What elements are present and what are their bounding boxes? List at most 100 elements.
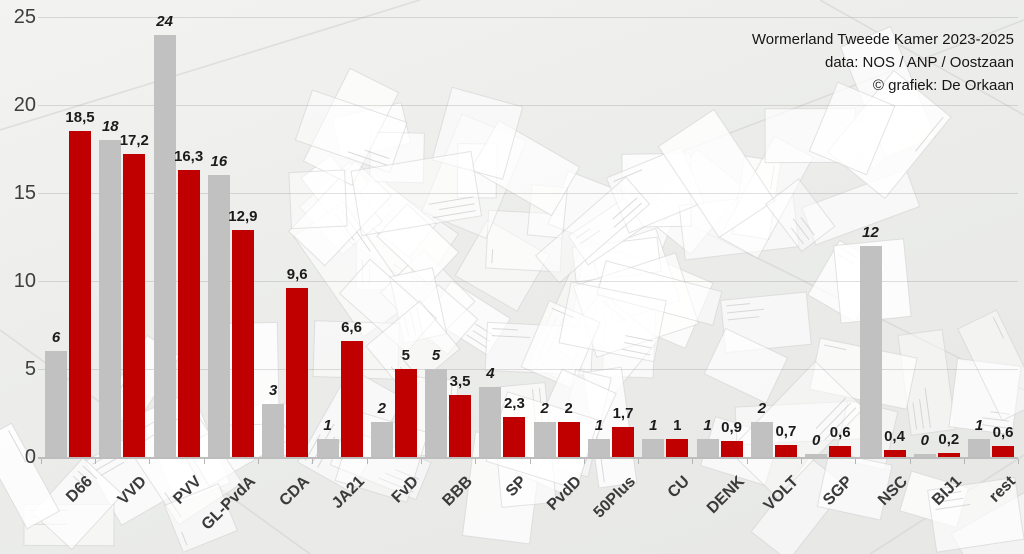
- bar-red-D66: [69, 131, 91, 457]
- y-gridline: [38, 105, 1018, 106]
- x-axis-line: [38, 457, 1018, 459]
- x-axis-tick: [258, 459, 259, 464]
- chart-credit: © grafiek: De Orkaan: [872, 77, 1014, 94]
- bar-value-label: 16,3: [173, 148, 204, 166]
- bar-red-PvdD: [557, 421, 580, 457]
- x-axis-tick: [420, 459, 422, 464]
- ballot-paper: [728, 360, 865, 499]
- bar-value-label: 18: [101, 118, 119, 136]
- x-axis-tick: [963, 459, 965, 464]
- y-axis-tick-label: 0: [24, 446, 36, 468]
- bar-gray-NSC: [859, 245, 882, 457]
- bar-value-label: 2: [540, 399, 549, 417]
- y-axis-tick-label: 10: [13, 270, 36, 292]
- ballot-paper: [163, 483, 238, 553]
- bar-value-label: 5: [431, 347, 441, 364]
- ballot-paper: [534, 176, 651, 284]
- bar-gray-rest: [968, 439, 991, 457]
- bar-value-label: 18,5: [65, 109, 95, 127]
- ballot-paper: [31, 457, 124, 551]
- ballot-paper: [927, 476, 1024, 553]
- bar-value-label: 5: [401, 347, 410, 364]
- bar-value-label: 6: [51, 329, 61, 347]
- bar-red-FvD: [394, 369, 417, 457]
- bar-gray-50Plus: [588, 439, 610, 457]
- bar-red-CU: [666, 439, 689, 457]
- x-axis-tick: [203, 459, 205, 464]
- ballot-paper: [0, 422, 60, 530]
- bar-value-label: 1: [974, 417, 984, 435]
- bar-red-NSC: [883, 449, 906, 457]
- bar-gray-SGP: [805, 454, 828, 457]
- y-axis-tick-label: 5: [24, 358, 36, 380]
- x-axis-tick: [1018, 459, 1020, 464]
- bar-value-label: 9,6: [286, 266, 308, 284]
- bar-value-label: 4: [486, 364, 495, 382]
- bar-red-BIJ1: [937, 453, 960, 457]
- bar-value-label: 0,9: [721, 419, 743, 437]
- bar-gray-GL-PvdA: [207, 175, 230, 457]
- bar-value-label: 2: [757, 399, 767, 417]
- bar-value-label: 3: [269, 382, 278, 400]
- ballot-paper: [897, 329, 957, 436]
- bar-red-BBB: [449, 395, 472, 457]
- bar-value-label: 2: [564, 399, 573, 417]
- bar-gray-CDA: [262, 404, 285, 457]
- ballot-paper: [288, 169, 348, 230]
- bar-red-VVD: [123, 154, 146, 457]
- chart-title-block: Wormerland Tweede Kamer 2023-2025 data: …: [752, 28, 1014, 97]
- x-axis-tick: [40, 459, 42, 464]
- bar-value-label: 1: [323, 417, 332, 435]
- bar-value-label: 12: [862, 223, 879, 241]
- ballot-paper: [350, 150, 483, 237]
- x-axis-tick: [909, 459, 911, 464]
- bar-gray-FvD: [370, 421, 393, 457]
- bar-value-label: 0: [812, 432, 821, 449]
- ballot-paper: [657, 108, 776, 239]
- ballot-paper: [957, 309, 1024, 422]
- x-axis-tick: [312, 459, 314, 464]
- bar-red-JA21: [340, 340, 363, 457]
- bar-value-label: 24: [156, 12, 173, 30]
- bar-value-label: 1,7: [612, 405, 634, 423]
- bar-value-label: 2: [377, 399, 386, 417]
- x-axis-tick: [638, 459, 640, 464]
- bar-red-VOLT: [774, 444, 797, 457]
- bar-value-label: 17,2: [119, 132, 149, 150]
- bar-gray-CU: [642, 439, 665, 457]
- chart-data-source: data: NOS / ANP / Oostzaan: [825, 54, 1014, 71]
- ballot-paper: [808, 81, 896, 176]
- bar-red-DENK: [720, 441, 743, 457]
- x-axis-tick: [801, 459, 802, 464]
- bar-gray-D66: [45, 351, 67, 457]
- x-axis-tick: [529, 459, 531, 464]
- bar-red-SP: [503, 416, 526, 457]
- bar-red-SGP: [829, 446, 852, 457]
- x-axis-tick: [692, 459, 694, 464]
- y-axis-tick-label: 25: [13, 6, 36, 28]
- x-axis-tick: [855, 459, 857, 464]
- bar-gray-BIJ1: [913, 454, 936, 457]
- bar-value-label: 0,4: [884, 427, 905, 445]
- y-axis-tick-label: 20: [13, 94, 36, 116]
- bar-value-label: 3,5: [449, 373, 471, 391]
- x-axis-tick: [149, 459, 151, 464]
- bar-gray-SP: [479, 386, 502, 457]
- bar-red-GL-PvdA: [231, 229, 254, 457]
- bar-gray-DENK: [696, 439, 719, 457]
- bar-gray-VVD: [99, 140, 122, 457]
- bar-value-label: 0: [920, 432, 929, 449]
- ballot-paper: [703, 327, 789, 404]
- chart-title: Wormerland Tweede Kamer 2023-2025: [751, 31, 1014, 48]
- bar-value-label: 12,9: [228, 207, 258, 225]
- bar-gray-BBB: [425, 369, 448, 457]
- y-gridline: [38, 17, 1018, 18]
- bar-value-label: 1: [649, 417, 658, 435]
- bar-value-label: 1: [703, 417, 712, 435]
- ballot-paper: [294, 89, 408, 174]
- ballot-paper: [764, 178, 836, 253]
- bar-value-label: 0,2: [938, 431, 960, 449]
- bar-value-label: 6,6: [341, 318, 362, 336]
- bar-gray-PVV: [153, 34, 176, 457]
